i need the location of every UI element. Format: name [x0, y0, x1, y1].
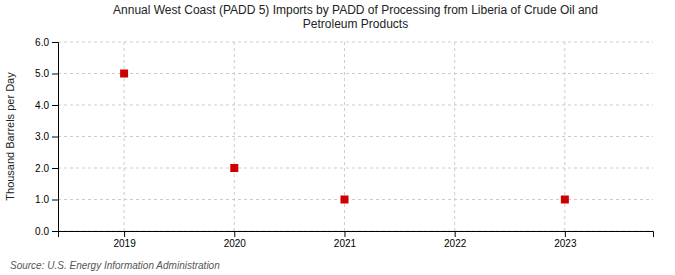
- tick-label: 2021: [334, 238, 357, 249]
- axis-line: [59, 232, 654, 238]
- tick-mark: [455, 231, 456, 237]
- chart: 2019 2020 2021 2022 2023 0.0 1.0 2.0 3.0 4.0 5.0 6.…: [0, 0, 675, 275]
- tick-mark: [52, 42, 58, 43]
- tick-mark: [52, 200, 58, 201]
- tick-label: 5.0: [35, 68, 49, 79]
- grid: [58, 42, 653, 231]
- y-axis: 0.0 1.0 2.0 3.0 4.0 5.0 6.0: [35, 37, 58, 237]
- point: [230, 164, 238, 172]
- source-note: Source: U.S. Energy Information Administ…: [10, 260, 220, 271]
- tick-mark: [124, 231, 125, 237]
- tick-label: 2022: [444, 238, 467, 249]
- points: [120, 70, 569, 204]
- tick: 0.0: [35, 226, 58, 237]
- grid-line: [58, 105, 653, 106]
- point: [561, 196, 569, 204]
- grid-line: [58, 73, 653, 74]
- y-axis-title: Thousand Barrels per Day: [4, 72, 16, 201]
- tick-mark: [52, 74, 58, 75]
- point: [340, 196, 348, 204]
- tick-mark: [52, 105, 58, 106]
- tick: 2022: [444, 231, 467, 249]
- title: Annual West Coast (PADD 5) Imports by PA…: [113, 3, 598, 31]
- tick-label: 2.0: [35, 163, 49, 174]
- tick-label: 2019: [113, 238, 136, 249]
- grid-line: [58, 42, 653, 43]
- tick: 2.0: [35, 163, 58, 174]
- grid-line: [58, 168, 653, 169]
- tick-label: 4.0: [35, 100, 49, 111]
- tick-mark: [52, 231, 58, 232]
- point: [120, 70, 128, 78]
- tick: 3.0: [35, 131, 58, 142]
- tick-mark: [344, 231, 345, 237]
- tick-label: 6.0: [35, 37, 49, 48]
- x-axis: 2019 2020 2021 2022 2023: [59, 231, 654, 249]
- axis-line: [52, 43, 59, 232]
- tick-mark: [234, 231, 235, 237]
- tick: 2020: [224, 231, 247, 249]
- tick-mark: [565, 231, 566, 237]
- tick: 2019: [113, 231, 136, 249]
- tick: 4.0: [35, 100, 58, 111]
- grid-line: [234, 42, 235, 231]
- tick: 1.0: [35, 194, 58, 205]
- tick-mark: [52, 168, 58, 169]
- tick-mark: [52, 137, 58, 138]
- grid-line: [454, 42, 455, 231]
- grid-line: [58, 136, 653, 137]
- tick-label: 3.0: [35, 131, 49, 142]
- tick-label: 1.0: [35, 194, 49, 205]
- tick: 2023: [554, 231, 577, 249]
- tick: 6.0: [35, 37, 58, 48]
- tick-label: 2023: [554, 238, 577, 249]
- tick: 5.0: [35, 68, 58, 79]
- tick-label: 2020: [224, 238, 247, 249]
- tick-label: 0.0: [35, 226, 49, 237]
- tick: 2021: [334, 231, 357, 249]
- plot: 2019 2020 2021 2022 2023 0.0 1.0 2.0 3.0 4.0 5.0 6.…: [35, 37, 653, 249]
